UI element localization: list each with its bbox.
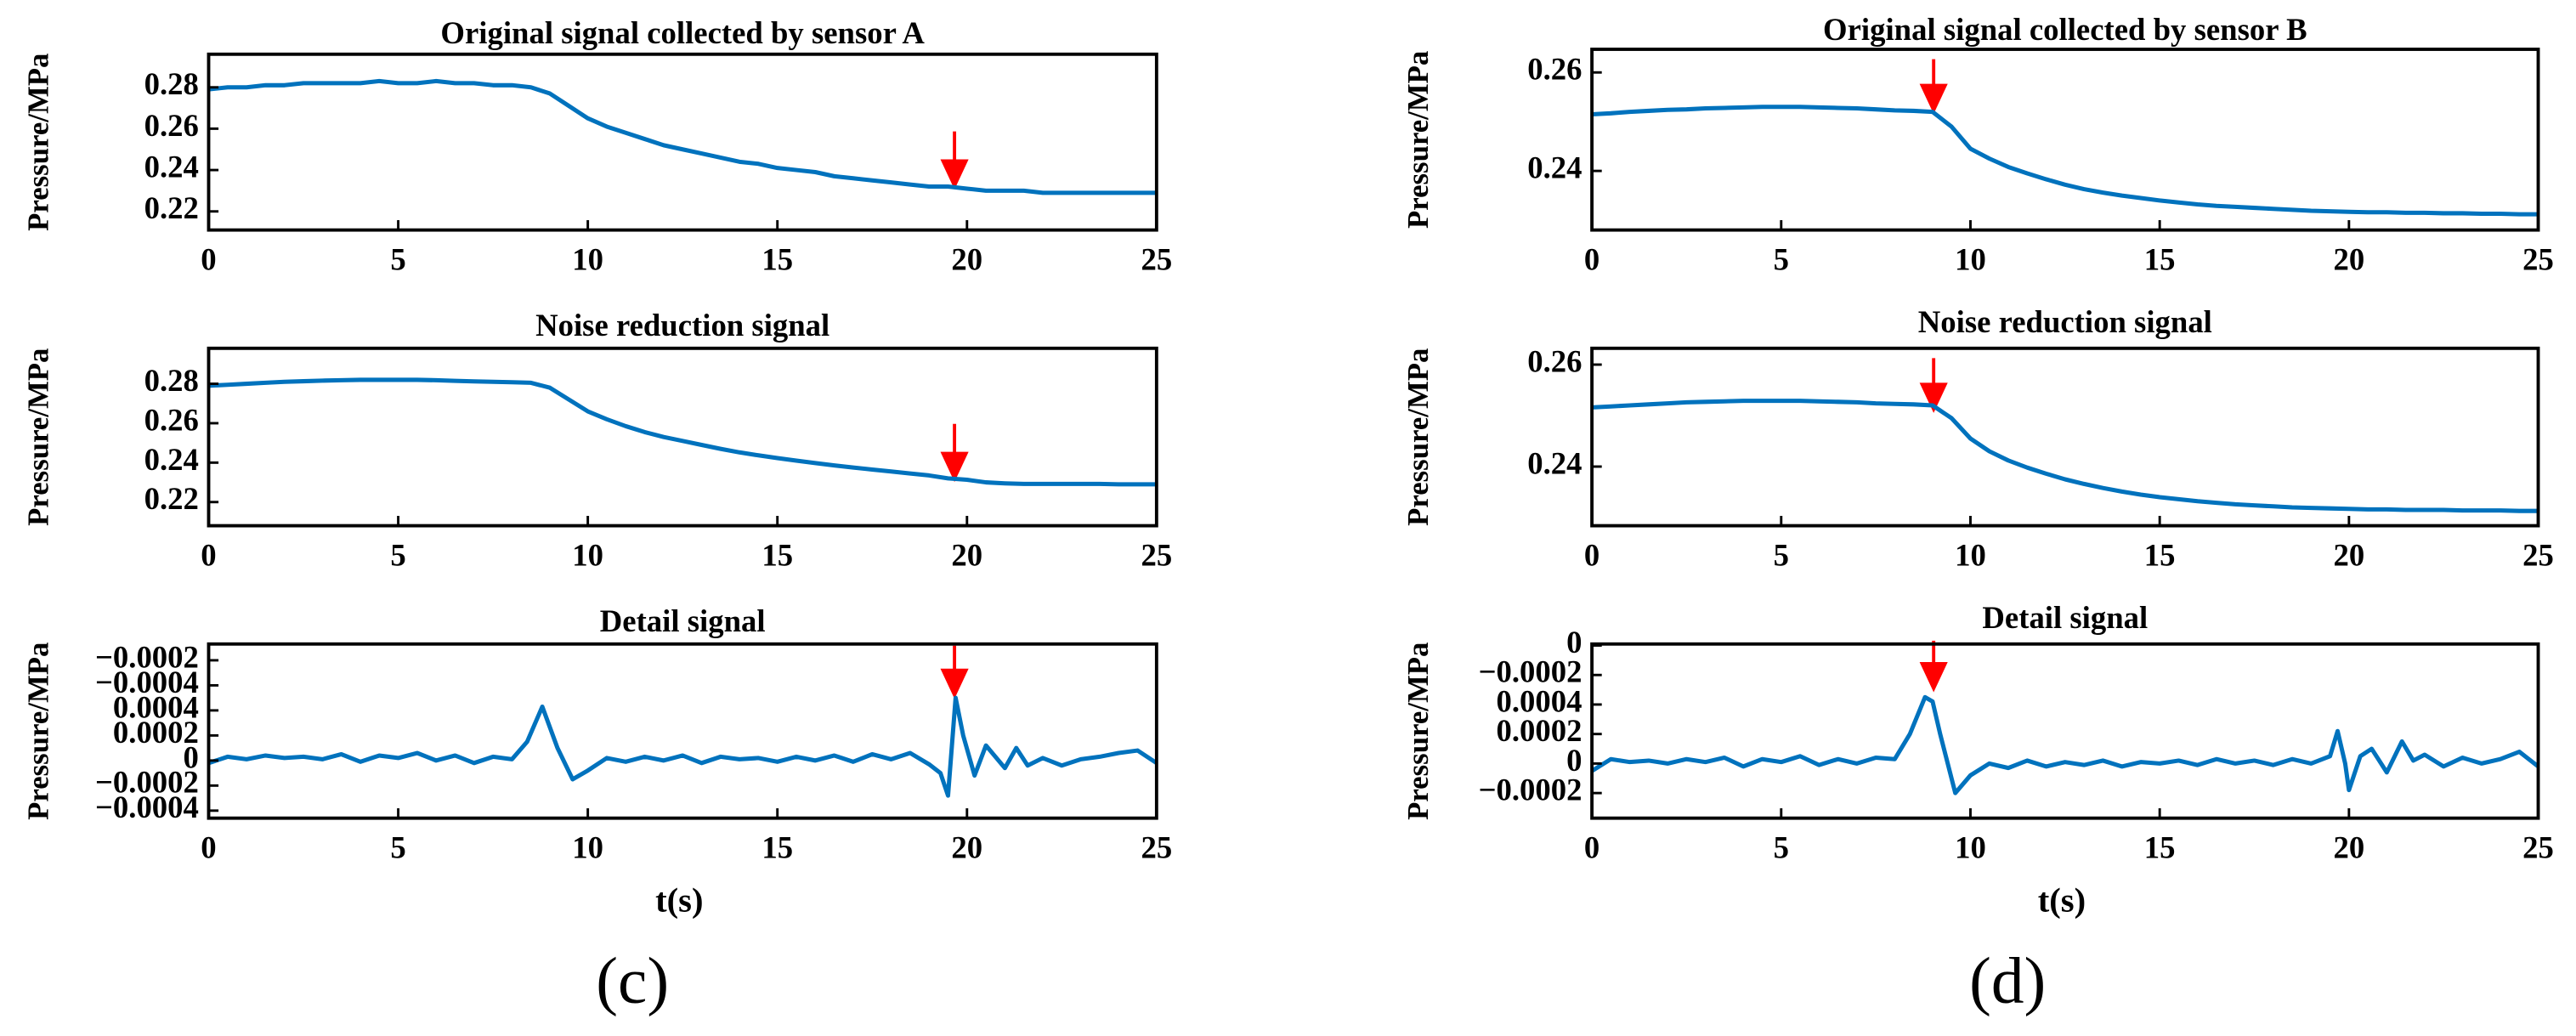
x-tick-label: 15	[2144, 830, 2176, 865]
x-tick-label: 15	[761, 830, 793, 865]
plot-frame	[1590, 346, 2540, 528]
y-tick-label: −0.0002	[1479, 773, 1582, 807]
y-tick-label: 0	[1566, 743, 1582, 778]
y-tick-label: 0.26	[1527, 343, 1582, 378]
y-tick-label: 0.0002	[113, 715, 199, 750]
x-tick-label: 25	[2522, 830, 2554, 865]
x-tick-label: 5	[1774, 830, 1789, 865]
x-tick-label: 0	[201, 538, 216, 573]
y-tick-label: 0.26	[1527, 52, 1582, 87]
x-tick-label: 20	[951, 242, 982, 277]
y-tick-label: 0.28	[144, 363, 199, 398]
y-tick-label: −0.0004	[95, 790, 199, 824]
x-tick-label: 5	[1774, 242, 1789, 277]
x-axis-label: t(s)	[2038, 880, 2086, 919]
x-tick-label: 10	[1955, 242, 1986, 277]
signal-line	[208, 78, 1157, 195]
x-tick-label: 15	[2144, 538, 2176, 573]
x-tick-label: 20	[2333, 538, 2364, 573]
y-tick-label: 0.22	[144, 190, 199, 225]
x-tick-label: 5	[390, 830, 405, 865]
x-tick-label: 0	[201, 830, 216, 865]
panel-label: (c)	[596, 944, 669, 1017]
x-tick-label: 20	[951, 538, 982, 573]
y-tick-label: 0.0004	[1497, 683, 1582, 718]
x-tick-label: 10	[1955, 830, 1986, 865]
y-tick-label: 0.26	[144, 108, 199, 143]
y-axis-label: Pressure/MPa	[21, 348, 54, 526]
plot-frame	[207, 346, 1158, 528]
y-tick-label: 0	[184, 739, 199, 774]
signal-line	[207, 695, 1158, 798]
y-tick-label: −0.0002	[95, 765, 199, 800]
x-tick-label: 15	[2144, 242, 2176, 277]
chart-title: Noise reduction signal	[535, 308, 829, 343]
y-tick-label: 0	[1566, 625, 1582, 660]
chart-title: Noise reduction signal	[1918, 304, 2212, 339]
x-tick-label: 20	[2333, 830, 2364, 865]
x-tick-label: 20	[951, 830, 982, 865]
plot-frame	[207, 642, 1158, 820]
x-tick-label: 5	[390, 538, 405, 573]
x-axis-label: t(s)	[655, 880, 703, 919]
y-tick-label: 0.28	[144, 66, 199, 101]
arrow-head	[940, 451, 969, 483]
x-tick-label: 10	[572, 830, 603, 865]
y-axis-label: Pressure/MPa	[21, 54, 54, 231]
y-axis-label: Pressure/MPa	[21, 643, 54, 820]
x-tick-label: 25	[1141, 830, 1172, 865]
x-tick-label: 5	[1774, 538, 1789, 573]
y-tick-label: 0.22	[144, 481, 199, 516]
x-tick-label: 25	[1141, 242, 1172, 277]
signal-line	[1590, 694, 2540, 795]
y-tick-label: 0.24	[144, 442, 199, 477]
panel-label: (d)	[1969, 944, 2046, 1017]
y-tick-label: 0.24	[1527, 445, 1582, 480]
y-tick-label: 0.24	[1527, 150, 1582, 185]
x-tick-label: 10	[1955, 538, 1986, 573]
arrow-head	[1919, 382, 1948, 413]
x-tick-label: 25	[2522, 242, 2554, 277]
plot-frame	[1590, 48, 2540, 232]
y-tick-label: −0.0002	[1479, 654, 1582, 689]
y-axis-label: Pressure/MPa	[1401, 348, 1435, 526]
y-tick-label: 0.24	[144, 149, 199, 184]
y-axis-label: Pressure/MPa	[1401, 643, 1435, 820]
y-tick-label: 0.26	[144, 402, 199, 437]
arrow-head	[1919, 662, 1948, 693]
x-tick-label: 10	[572, 538, 603, 573]
x-tick-label: 25	[2522, 538, 2554, 573]
arrow-head	[940, 159, 969, 190]
plot-frame	[207, 52, 1158, 232]
x-tick-label: 10	[572, 242, 603, 277]
y-tick-label: 0.0002	[1497, 713, 1582, 748]
y-tick-label: −0.0004	[95, 665, 199, 699]
x-tick-label: 20	[2333, 242, 2364, 277]
x-tick-label: 0	[201, 242, 216, 277]
chart-title: Detail signal	[1982, 600, 2148, 635]
signal-line	[1591, 399, 2539, 513]
plot-frame	[1590, 642, 2540, 820]
signal-line	[208, 377, 1157, 487]
x-tick-label: 0	[1584, 538, 1599, 573]
arrow-head	[1919, 83, 1948, 115]
chart-title: Original signal collected by sensor B	[1823, 12, 2307, 47]
chart-title: Detail signal	[600, 603, 766, 638]
signal-line	[1591, 105, 2539, 217]
y-tick-label: 0.0004	[113, 689, 199, 724]
chart-title: Original signal collected by sensor A	[440, 15, 925, 50]
x-tick-label: 0	[1584, 242, 1599, 277]
x-tick-label: 5	[390, 242, 405, 277]
x-tick-label: 25	[1141, 538, 1172, 573]
x-tick-label: 15	[761, 538, 793, 573]
y-tick-label: −0.0002	[95, 639, 199, 674]
arrows	[940, 59, 1948, 699]
arrow-head	[940, 668, 969, 699]
x-tick-label: 0	[1584, 830, 1599, 865]
x-tick-label: 15	[761, 242, 793, 277]
y-axis-label: Pressure/MPa	[1401, 51, 1435, 229]
